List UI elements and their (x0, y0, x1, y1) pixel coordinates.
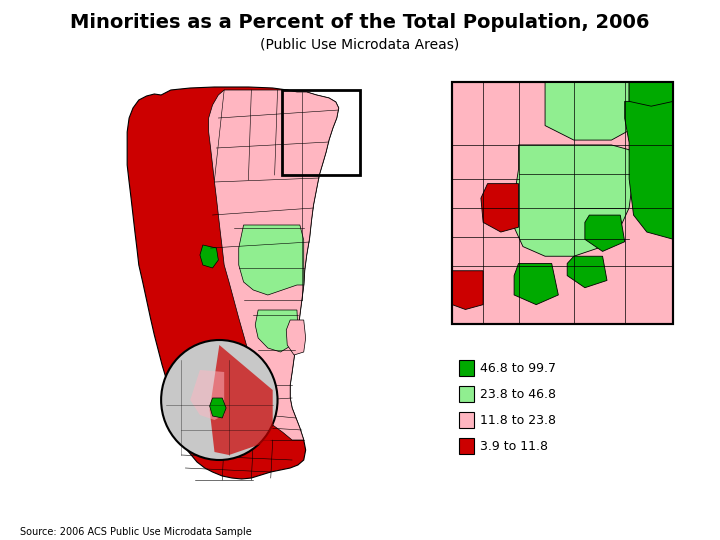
Text: 46.8 to 99.7: 46.8 to 99.7 (480, 361, 557, 375)
Text: 23.8 to 46.8: 23.8 to 46.8 (480, 388, 557, 401)
Polygon shape (200, 245, 218, 268)
Bar (452, 82, 673, 324)
Polygon shape (514, 264, 558, 305)
Bar (282, 90, 360, 175)
Text: Minorities as a Percent of the Total Population, 2006: Minorities as a Percent of the Total Pop… (71, 12, 649, 31)
Bar (459, 438, 474, 454)
Polygon shape (287, 320, 306, 355)
Polygon shape (481, 184, 518, 232)
Polygon shape (625, 102, 673, 239)
Polygon shape (210, 345, 273, 455)
Polygon shape (452, 271, 483, 309)
Text: 11.8 to 23.8: 11.8 to 23.8 (480, 414, 557, 427)
Polygon shape (567, 256, 607, 288)
Bar (459, 386, 474, 402)
Text: Source: 2006 ACS Public Use Microdata Sample: Source: 2006 ACS Public Use Microdata Sa… (20, 527, 252, 537)
Polygon shape (209, 90, 338, 440)
Polygon shape (545, 82, 629, 140)
Bar (459, 412, 474, 428)
Text: 3.9 to 11.8: 3.9 to 11.8 (480, 440, 549, 453)
Polygon shape (239, 225, 304, 295)
Bar (459, 360, 474, 376)
Bar (452, 82, 673, 324)
Text: (Public Use Microdata Areas): (Public Use Microdata Areas) (261, 37, 459, 51)
Polygon shape (255, 310, 298, 352)
Polygon shape (210, 398, 226, 418)
Circle shape (161, 340, 277, 460)
Polygon shape (585, 215, 625, 252)
Polygon shape (629, 82, 673, 106)
Polygon shape (190, 370, 224, 420)
Polygon shape (514, 145, 634, 256)
Polygon shape (127, 87, 338, 479)
